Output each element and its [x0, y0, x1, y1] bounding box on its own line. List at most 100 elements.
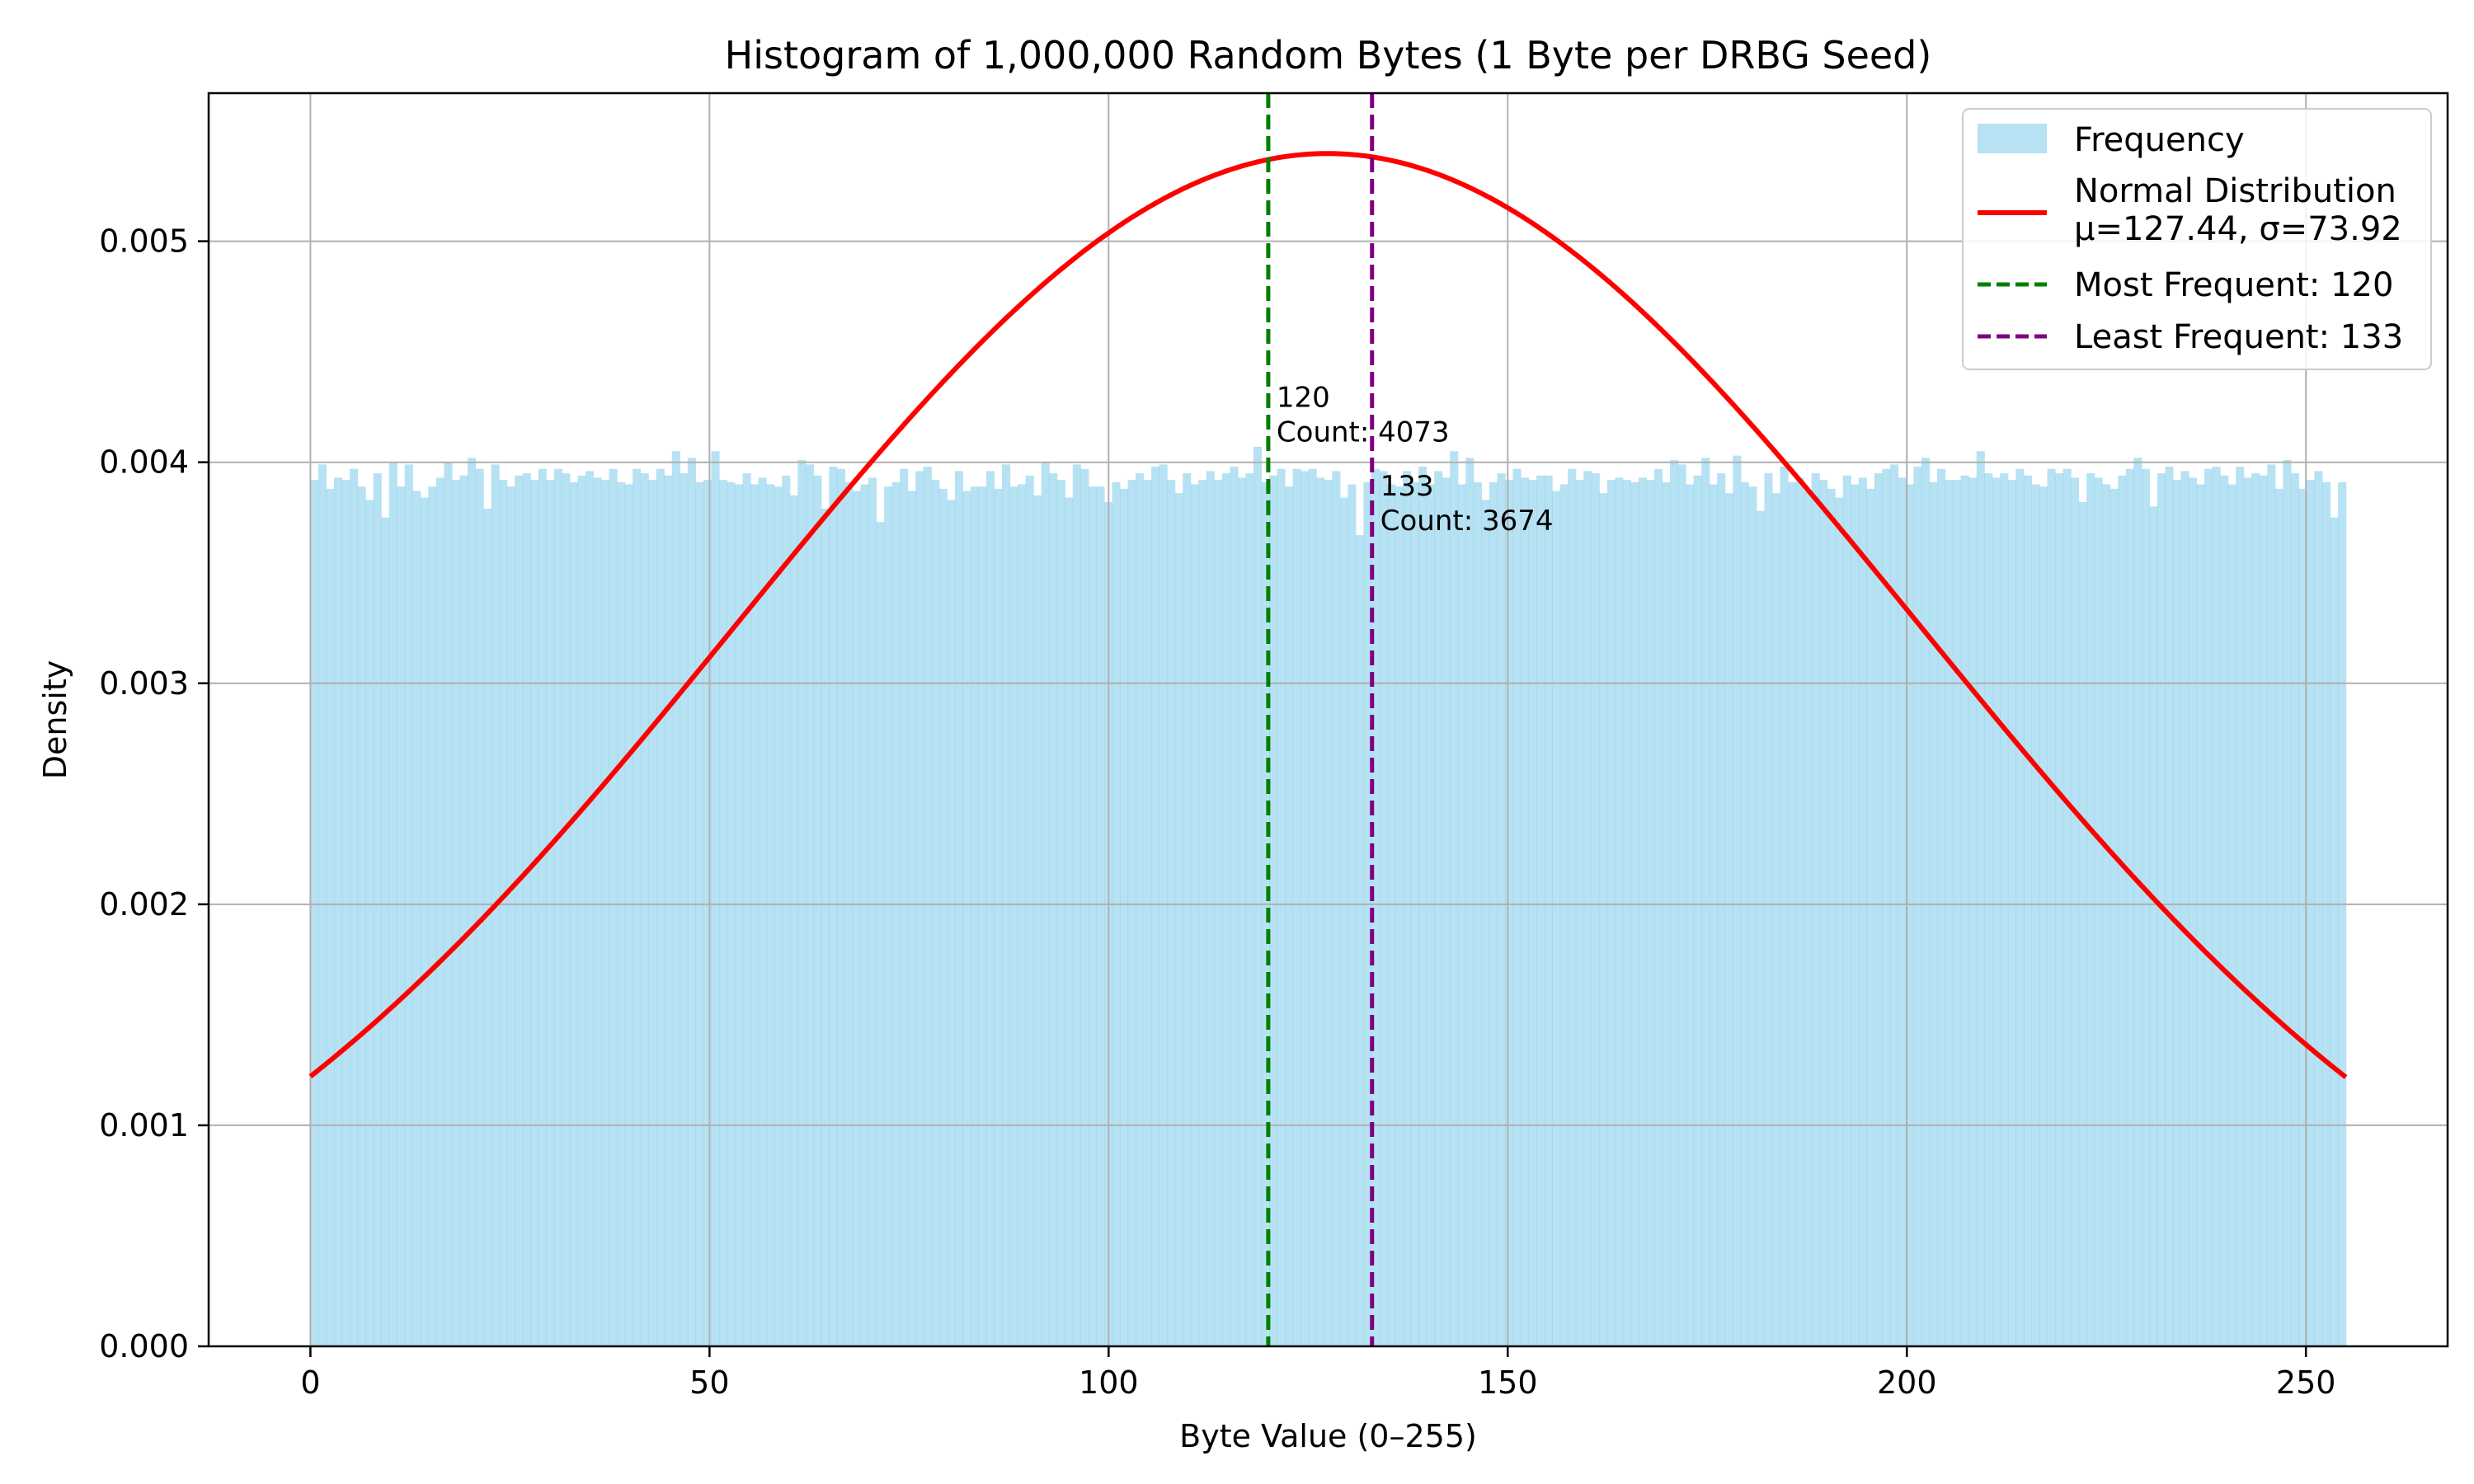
legend-normal-label: Normal Distribution: [2074, 172, 2396, 210]
histogram-bar: [640, 473, 649, 1346]
histogram-bar: [2283, 460, 2292, 1346]
histogram-bar: [412, 491, 421, 1346]
histogram-bar: [1889, 464, 1899, 1346]
histogram-bar: [1056, 480, 1065, 1347]
histogram-bar: [2251, 473, 2260, 1346]
histogram-bar: [947, 500, 956, 1347]
histogram-bar: [2330, 517, 2339, 1346]
least-frequent-annotation-text: 133: [1380, 470, 1434, 503]
histogram-bar: [2165, 467, 2174, 1346]
histogram-bar: [2007, 480, 2016, 1347]
histogram-bar: [2298, 488, 2307, 1346]
histogram-bar: [2149, 506, 2158, 1346]
y-tick-label: 0.000: [99, 1328, 189, 1364]
histogram-bar: [727, 481, 736, 1346]
histogram-bar: [1929, 481, 1938, 1346]
histogram-bar: [1457, 484, 1466, 1347]
histogram-bar: [2172, 480, 2182, 1347]
histogram-bar: [1167, 480, 1176, 1347]
histogram-bar: [1568, 468, 1577, 1346]
histogram-bar: [664, 475, 673, 1347]
histogram-bar: [2031, 484, 2040, 1347]
histogram-bar: [671, 451, 680, 1347]
histogram-bar: [1960, 475, 1969, 1347]
histogram-bar: [821, 508, 830, 1346]
histogram-bar: [1371, 468, 1380, 1346]
histogram-bar: [1214, 480, 1223, 1347]
histogram-bar: [711, 451, 720, 1347]
legend-least-frequent-label: Least Frequent: 133: [2074, 318, 2403, 356]
histogram-bar: [1953, 480, 1962, 1347]
histogram-bar: [954, 471, 963, 1346]
histogram-bar: [1693, 475, 1702, 1347]
histogram-bar: [1748, 486, 1757, 1346]
histogram-bar: [2047, 468, 2056, 1346]
histogram-bar: [357, 486, 366, 1346]
histogram-bar: [1403, 471, 1412, 1346]
histogram-bar: [1002, 464, 1011, 1346]
histogram-bar: [1701, 458, 1710, 1346]
histogram-bar: [1119, 488, 1129, 1346]
histogram-bar: [1230, 467, 1239, 1346]
histogram-bar: [633, 468, 642, 1346]
histogram-bar: [735, 484, 744, 1347]
histogram-bar: [1159, 464, 1168, 1346]
histogram-bar: [742, 473, 751, 1346]
histogram-bar: [2125, 468, 2134, 1346]
histogram-bar: [326, 488, 335, 1346]
histogram-bar: [404, 464, 413, 1346]
histogram-bar: [1921, 458, 1931, 1346]
histogram-bar: [624, 484, 633, 1347]
x-tick-label: 0: [300, 1364, 320, 1401]
histogram-bar: [1874, 473, 1883, 1346]
histogram-bar: [468, 458, 477, 1346]
x-tick-label: 100: [1079, 1364, 1139, 1401]
histogram-bar: [1615, 477, 1624, 1346]
histogram-bar: [2204, 468, 2213, 1346]
histogram-bar: [1851, 484, 1860, 1347]
histogram-bar: [1348, 484, 1357, 1347]
y-axis-ticks: 0.000 0.001 0.002 0.003 0.004 0.005: [99, 223, 209, 1364]
histogram-bar: [546, 480, 555, 1347]
y-tick-label: 0.001: [99, 1107, 189, 1144]
histogram-bar: [1190, 484, 1199, 1347]
histogram-bar: [2180, 471, 2189, 1346]
histogram-bar: [1662, 481, 1671, 1346]
histogram-bar: [1277, 468, 1286, 1346]
histogram-bar: [1520, 477, 1530, 1346]
histogram-bar: [1127, 480, 1136, 1347]
histogram-bar: [1882, 468, 1891, 1346]
histogram-bar: [609, 468, 618, 1346]
histogram-bar: [1088, 486, 1097, 1346]
histogram-bar: [2322, 481, 2331, 1346]
histogram-bar: [1018, 484, 1027, 1347]
histogram-bar: [1426, 484, 1435, 1347]
histogram-bar: [1804, 491, 1813, 1346]
histogram-bar: [1221, 473, 1230, 1346]
histogram-bar: [553, 468, 562, 1346]
histogram-bar: [915, 471, 924, 1346]
histogram-bar: [420, 497, 429, 1346]
histogram-bar: [1945, 480, 1954, 1347]
legend-most-frequent-label: Most Frequent: 120: [2074, 266, 2393, 304]
histogram-bar: [1552, 491, 1561, 1346]
histogram-bar: [506, 486, 515, 1346]
histogram-bar: [985, 471, 995, 1346]
histogram-bar: [900, 468, 909, 1346]
histogram-bar: [1937, 468, 1946, 1346]
histogram-bar: [1913, 467, 1922, 1346]
histogram-bar: [1756, 510, 1765, 1346]
histogram-bar: [1339, 497, 1348, 1346]
histogram-bar: [1253, 446, 1263, 1347]
histogram-bar: [884, 486, 893, 1346]
histogram-bar: [2274, 488, 2284, 1346]
histogram-bar: [1489, 481, 1498, 1346]
histogram-bar: [1065, 497, 1074, 1346]
histogram-bar: [1764, 473, 1773, 1346]
histogram-bar: [601, 480, 610, 1347]
histogram-bar: [435, 477, 445, 1346]
histogram-bar: [1136, 473, 1145, 1346]
histogram-bar: [1622, 480, 1631, 1347]
histogram-bar: [428, 486, 437, 1346]
